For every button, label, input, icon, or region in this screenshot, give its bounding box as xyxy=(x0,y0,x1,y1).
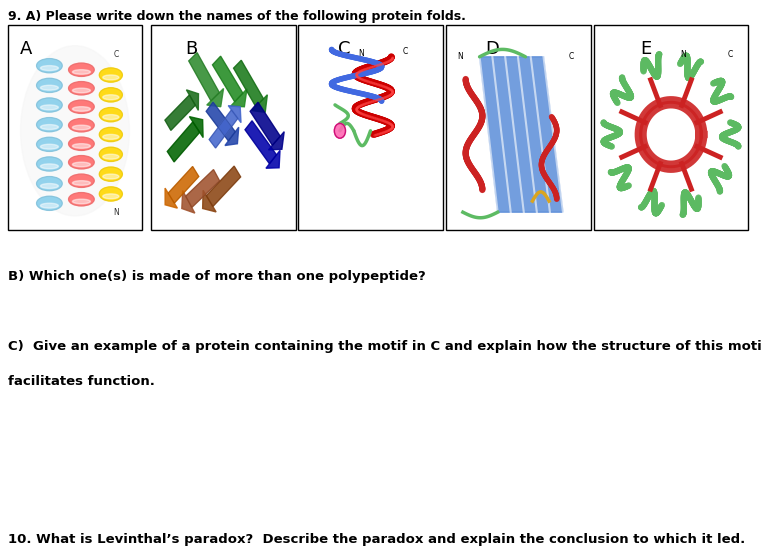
Ellipse shape xyxy=(37,78,62,93)
Ellipse shape xyxy=(72,162,91,167)
Polygon shape xyxy=(207,102,235,141)
Bar xyxy=(8,25,142,230)
Ellipse shape xyxy=(37,157,62,171)
Polygon shape xyxy=(245,121,277,163)
Ellipse shape xyxy=(40,105,59,110)
Polygon shape xyxy=(233,60,264,107)
Ellipse shape xyxy=(99,108,123,122)
Ellipse shape xyxy=(69,81,94,95)
Ellipse shape xyxy=(69,174,94,187)
Ellipse shape xyxy=(40,124,59,129)
Polygon shape xyxy=(229,105,241,123)
Text: 9. A) Please write down the names of the following protein folds.: 9. A) Please write down the names of the… xyxy=(8,10,466,23)
Ellipse shape xyxy=(72,143,91,148)
Ellipse shape xyxy=(69,193,94,206)
Ellipse shape xyxy=(103,134,119,140)
Polygon shape xyxy=(203,190,216,212)
Ellipse shape xyxy=(40,144,59,149)
Ellipse shape xyxy=(37,59,62,73)
Ellipse shape xyxy=(103,154,119,159)
Text: C: C xyxy=(114,50,119,60)
Text: N: N xyxy=(680,50,686,60)
Ellipse shape xyxy=(40,66,59,70)
Ellipse shape xyxy=(103,174,119,179)
Ellipse shape xyxy=(37,196,62,210)
Ellipse shape xyxy=(99,68,123,82)
Bar xyxy=(446,25,591,230)
Polygon shape xyxy=(165,95,195,131)
Polygon shape xyxy=(207,89,223,107)
Polygon shape xyxy=(189,52,219,101)
Ellipse shape xyxy=(19,43,131,219)
Ellipse shape xyxy=(103,194,119,199)
Ellipse shape xyxy=(37,118,62,132)
Ellipse shape xyxy=(99,147,123,161)
Text: C: C xyxy=(338,40,351,58)
Ellipse shape xyxy=(37,137,62,151)
Polygon shape xyxy=(225,127,239,146)
Ellipse shape xyxy=(72,70,91,74)
Text: facilitates function.: facilitates function. xyxy=(8,375,155,388)
Polygon shape xyxy=(231,89,247,107)
Polygon shape xyxy=(168,166,199,203)
Polygon shape xyxy=(187,90,198,110)
Polygon shape xyxy=(186,170,219,208)
Ellipse shape xyxy=(72,107,91,111)
Ellipse shape xyxy=(40,203,59,208)
Text: 10. What is Levinthal’s paradox?  Describe the paradox and explain the conclusio: 10. What is Levinthal’s paradox? Describ… xyxy=(8,533,745,546)
Polygon shape xyxy=(165,188,178,208)
Ellipse shape xyxy=(99,127,123,142)
Polygon shape xyxy=(268,132,284,150)
Ellipse shape xyxy=(103,114,119,119)
Ellipse shape xyxy=(99,167,123,181)
Polygon shape xyxy=(207,166,241,206)
Text: C)  Give an example of a protein containing the motif in C and explain how the s: C) Give an example of a protein containi… xyxy=(8,340,762,353)
Polygon shape xyxy=(168,122,200,162)
Polygon shape xyxy=(210,110,238,148)
Text: D: D xyxy=(485,40,499,58)
Polygon shape xyxy=(213,56,243,102)
Text: C: C xyxy=(568,52,574,61)
Ellipse shape xyxy=(69,137,94,151)
Ellipse shape xyxy=(72,199,91,204)
Ellipse shape xyxy=(72,88,91,93)
Text: B) Which one(s) is made of more than one polypeptide?: B) Which one(s) is made of more than one… xyxy=(8,270,426,283)
Ellipse shape xyxy=(72,181,91,185)
Ellipse shape xyxy=(69,119,94,132)
Bar xyxy=(151,25,296,230)
Circle shape xyxy=(335,123,345,138)
Ellipse shape xyxy=(37,98,62,112)
Polygon shape xyxy=(182,191,195,213)
Bar xyxy=(594,25,748,230)
Ellipse shape xyxy=(37,176,62,191)
Ellipse shape xyxy=(72,125,91,130)
Ellipse shape xyxy=(103,95,119,100)
Ellipse shape xyxy=(99,187,123,201)
Polygon shape xyxy=(190,117,203,138)
Ellipse shape xyxy=(40,184,59,189)
Ellipse shape xyxy=(40,85,59,90)
Text: N: N xyxy=(358,49,363,57)
Ellipse shape xyxy=(21,46,130,216)
Polygon shape xyxy=(250,102,280,145)
Polygon shape xyxy=(266,150,280,169)
Polygon shape xyxy=(479,57,563,212)
Text: B: B xyxy=(185,40,197,58)
Ellipse shape xyxy=(69,156,94,169)
Ellipse shape xyxy=(103,75,119,80)
Text: E: E xyxy=(640,40,652,58)
Ellipse shape xyxy=(69,100,94,113)
Text: N: N xyxy=(457,52,463,61)
Text: C: C xyxy=(402,47,408,56)
Text: N: N xyxy=(113,208,119,217)
Text: A: A xyxy=(20,40,32,58)
Ellipse shape xyxy=(40,164,59,169)
Ellipse shape xyxy=(99,88,123,102)
Text: C: C xyxy=(728,50,733,60)
Ellipse shape xyxy=(69,63,94,76)
Bar xyxy=(298,25,443,230)
Polygon shape xyxy=(252,95,267,112)
